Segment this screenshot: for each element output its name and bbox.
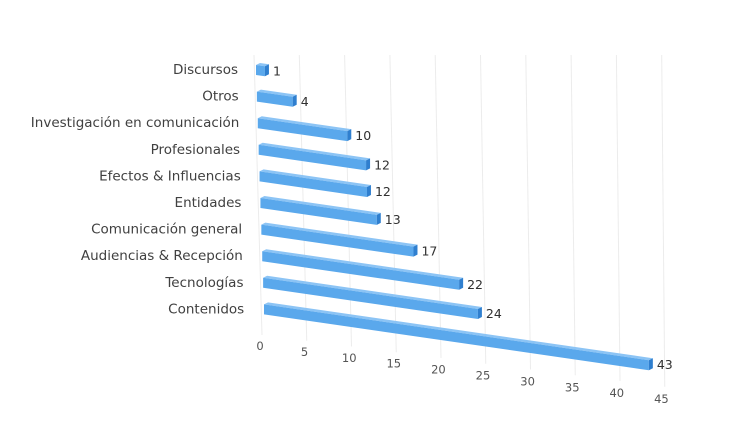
data-label: 17 [421, 244, 437, 259]
data-label: 43 [657, 357, 673, 372]
bar-top-face [260, 196, 381, 215]
bar [256, 91, 293, 107]
data-label: 4 [301, 94, 309, 109]
category-label: Comunicación general [91, 222, 242, 238]
bar-row [258, 142, 371, 171]
bar [262, 251, 460, 290]
gridlines [253, 54, 666, 387]
x-tick-label: 35 [565, 380, 580, 394]
bar [258, 144, 367, 171]
bar-end-face [459, 277, 464, 290]
data-label: 13 [385, 212, 401, 227]
bar [259, 171, 367, 197]
bar-end-face [477, 306, 482, 319]
category-labels: Discursos Otros Investigación en comunicac… [31, 62, 244, 317]
x-tick-label: 15 [386, 357, 401, 371]
category-label: Tecnologías [164, 275, 243, 291]
category-label: Discursos [173, 62, 238, 78]
bar-top-face [256, 89, 297, 97]
bars [256, 63, 653, 371]
bar-top-face [261, 222, 418, 247]
category-label: Profesionales [151, 142, 240, 158]
bar-end-face [292, 94, 297, 107]
x-axis-ticks: 0 5 10 15 20 25 30 35 40 45 [256, 339, 668, 406]
category-label: Otros [202, 89, 238, 105]
bar [256, 65, 265, 77]
bar-end-face [648, 358, 653, 371]
bar-top-face [264, 302, 653, 361]
category-label: Investigación en comunicación [31, 115, 240, 131]
category-label: Entidades [175, 195, 242, 211]
bar-top-face [258, 142, 371, 161]
data-label: 1 [273, 63, 281, 78]
bar-top-face [257, 116, 352, 132]
data-label: 10 [355, 128, 371, 143]
bar-row [259, 169, 371, 197]
bar-end-face [264, 64, 269, 77]
x-tick-label: 40 [609, 386, 624, 400]
data-label: 22 [467, 277, 483, 292]
data-label: 12 [374, 157, 390, 172]
bar-end-face [376, 212, 381, 225]
x-tick-label: 0 [256, 339, 263, 353]
bar-row [263, 275, 482, 319]
bar-top-face [263, 275, 482, 309]
x-tick-label: 20 [431, 363, 446, 377]
bar-row [256, 89, 297, 107]
bar [261, 224, 414, 257]
bar-row [257, 116, 352, 142]
category-label: Contenidos [168, 301, 244, 317]
bar-top-face [262, 249, 464, 280]
bar-top-face [259, 169, 371, 187]
bar [264, 304, 649, 371]
bar-row [256, 63, 269, 77]
bar-end-face [413, 244, 418, 257]
bar-end-face [366, 158, 371, 171]
data-label: 24 [486, 306, 502, 321]
x-tick-label: 30 [520, 374, 535, 388]
bar-end-face [366, 184, 371, 197]
bar-row [264, 302, 653, 371]
bar-row [262, 249, 464, 290]
bar-top-face [256, 63, 269, 67]
x-tick-label: 25 [476, 369, 491, 383]
x-tick-label: 10 [342, 351, 357, 365]
category-label: Audiencias & Recepción [81, 248, 243, 264]
category-label: Efectos & Influencias [99, 168, 241, 184]
x-tick-label: 5 [301, 345, 308, 359]
x-tick-label: 45 [654, 392, 669, 406]
bar-row [261, 222, 418, 257]
bar [260, 198, 377, 225]
bar-end-face [347, 129, 352, 142]
data-label: 12 [375, 184, 391, 199]
bar [263, 277, 478, 319]
bar [257, 118, 348, 142]
bar-row [260, 196, 381, 225]
